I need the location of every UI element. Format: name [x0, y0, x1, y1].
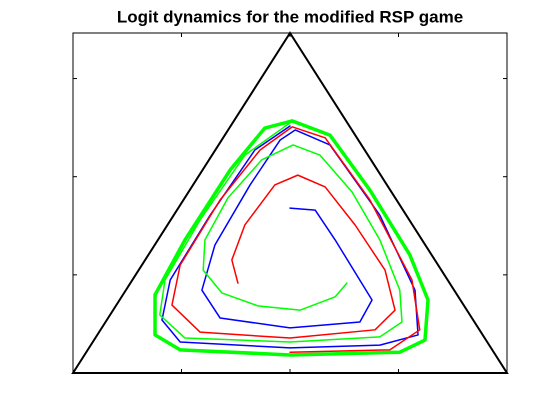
trajectory [161, 125, 419, 349]
simplex-triangle [71, 31, 509, 374]
trajectory [171, 126, 421, 353]
chart-title: Logit dynamics for the modified RSP game [117, 7, 463, 26]
trajectory [153, 119, 430, 357]
trajectory [159, 122, 403, 343]
axes-box [72, 32, 508, 374]
